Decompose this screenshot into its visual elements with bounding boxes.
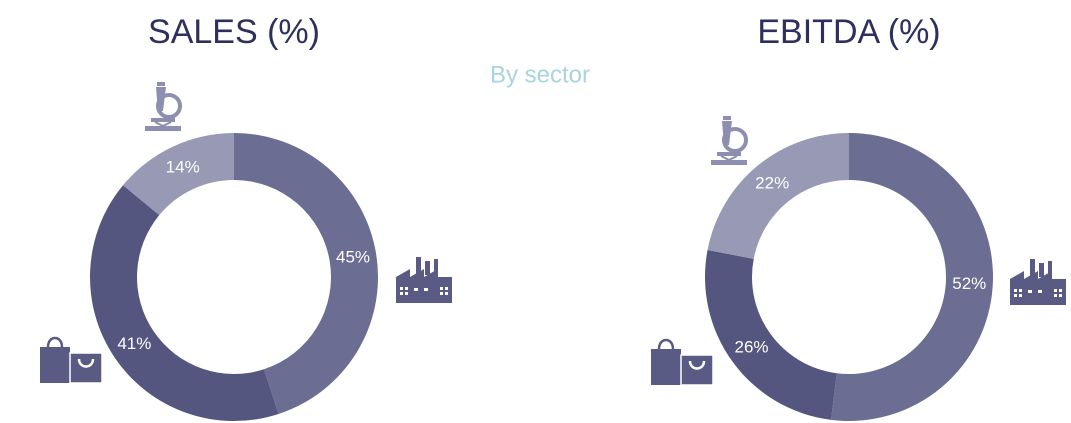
science-icon [709, 116, 749, 166]
industry-icon [396, 257, 452, 303]
donut-segment [830, 133, 994, 421]
value-label: 45% [336, 248, 370, 267]
donut-segment [89, 185, 279, 421]
value-label: 26% [734, 337, 768, 356]
donut-segment [234, 133, 378, 414]
value-label: 14% [166, 157, 200, 176]
industry-icon [1010, 259, 1066, 305]
chart-title: SALES (%) [148, 13, 320, 51]
consumer-icon [40, 336, 102, 383]
consumer-icon [651, 338, 713, 385]
value-label: 52% [952, 274, 986, 293]
donut-segment [705, 250, 837, 420]
value-label: 22% [755, 174, 789, 193]
donut-segment [707, 133, 849, 259]
donut-segment [123, 133, 234, 216]
chart-title: EBITDA (%) [757, 13, 940, 51]
science-icon [143, 82, 183, 132]
subtitle: By sector [490, 61, 590, 88]
value-label: 41% [117, 334, 151, 353]
